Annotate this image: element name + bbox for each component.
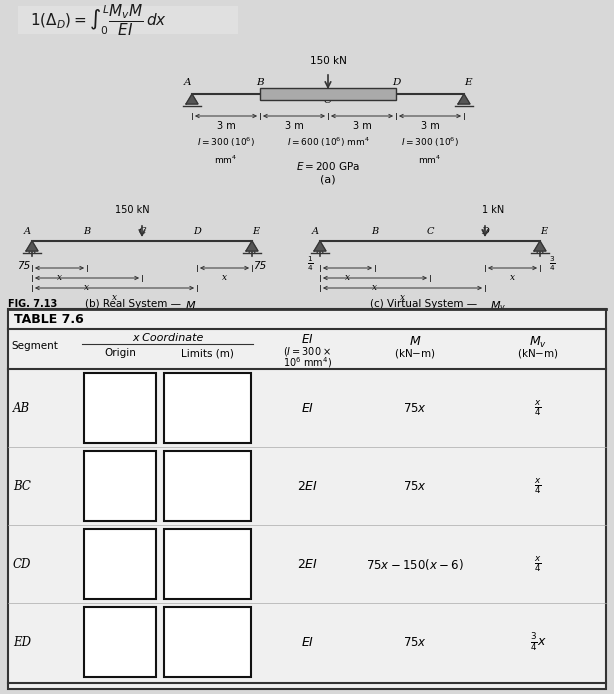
Bar: [84, 607, 156, 677]
Bar: [18, 6, 238, 34]
Text: A: A: [311, 227, 319, 236]
Text: 75: 75: [17, 261, 31, 271]
Text: $\frac{3}{4}x$: $\frac{3}{4}x$: [530, 631, 546, 653]
Polygon shape: [534, 241, 546, 251]
Text: C: C: [138, 227, 146, 236]
Text: $2EI$: $2EI$: [297, 557, 318, 570]
Text: CD: CD: [13, 557, 31, 570]
Text: x: x: [345, 273, 350, 282]
Polygon shape: [458, 94, 470, 104]
Text: x Coordinate: x Coordinate: [132, 333, 203, 343]
Text: B: B: [371, 227, 379, 236]
Text: 0 - 3: 0 - 3: [188, 557, 227, 571]
Text: (a): (a): [320, 174, 336, 184]
Polygon shape: [246, 241, 258, 251]
Text: x: x: [373, 283, 378, 292]
Text: $\frac{x}{4}$: $\frac{x}{4}$: [534, 476, 542, 496]
Bar: [164, 373, 251, 443]
Polygon shape: [26, 241, 38, 251]
Text: $I = 300\ (10^6)$
mm$^4$: $I = 300\ (10^6)$ mm$^4$: [401, 136, 459, 166]
Bar: [164, 529, 251, 599]
Bar: [84, 451, 156, 521]
Text: $\frac{x}{4}$: $\frac{x}{4}$: [534, 555, 542, 574]
Text: $75x$: $75x$: [403, 402, 427, 414]
Text: C: C: [324, 96, 332, 105]
Text: Origin: Origin: [104, 348, 136, 358]
Text: $2EI$: $2EI$: [297, 480, 318, 493]
Bar: [84, 529, 156, 599]
Text: 0 - 3: 0 - 3: [188, 634, 227, 650]
Text: $75x - 150(x-6)$: $75x - 150(x-6)$: [366, 557, 464, 571]
Text: E: E: [540, 227, 548, 236]
Text: $\frac{1}{4}$: $\frac{1}{4}$: [306, 255, 313, 273]
Polygon shape: [186, 94, 198, 104]
Text: $10^6\ \mathrm{mm}^4)$: $10^6\ \mathrm{mm}^4)$: [283, 355, 332, 370]
Text: D: D: [481, 227, 489, 236]
Text: x: x: [85, 283, 90, 292]
Text: B: B: [256, 78, 264, 87]
Text: TABLE 7.6: TABLE 7.6: [14, 313, 84, 326]
Text: 1 kN: 1 kN: [482, 205, 504, 215]
Text: C: C: [114, 557, 126, 571]
Text: (kN$-$m): (kN$-$m): [394, 347, 436, 360]
Text: $(I = 300 \times$: $(I = 300 \times$: [284, 345, 332, 358]
Text: x: x: [57, 273, 62, 282]
Text: C: C: [426, 227, 433, 236]
Text: 0 - 3: 0 - 3: [188, 400, 227, 416]
Text: x: x: [400, 293, 405, 302]
Text: x: x: [112, 293, 117, 302]
Text: $M$: $M$: [409, 335, 421, 348]
Bar: [164, 451, 251, 521]
Text: 3 m: 3 m: [421, 121, 440, 131]
Text: 150 kN: 150 kN: [309, 56, 346, 66]
Polygon shape: [314, 241, 326, 251]
Text: AB: AB: [13, 402, 30, 414]
Text: $1(\Delta_D) = \int_0^L \dfrac{M_v M}{EI}\,dx$: $1(\Delta_D) = \int_0^L \dfrac{M_v M}{EI…: [30, 2, 167, 37]
Text: $M_v$: $M_v$: [529, 335, 547, 350]
Text: D: D: [392, 78, 400, 87]
Text: 0 - 3: 0 - 3: [188, 478, 227, 493]
Text: (kN$-$m): (kN$-$m): [517, 347, 559, 360]
Text: Limits (m): Limits (m): [181, 348, 234, 358]
Bar: [84, 373, 156, 443]
Text: Segment: Segment: [11, 341, 58, 351]
Text: (b) Real System —: (b) Real System —: [85, 299, 184, 309]
Text: 150 kN: 150 kN: [115, 205, 149, 215]
Text: E: E: [252, 227, 260, 236]
Text: D: D: [193, 227, 201, 236]
Text: B: B: [84, 227, 90, 236]
Text: 75: 75: [254, 261, 266, 271]
Bar: [260, 88, 396, 100]
Text: $\frac{x}{4}$: $\frac{x}{4}$: [534, 398, 542, 418]
Text: A: A: [23, 227, 31, 236]
Text: FIG. 7.13: FIG. 7.13: [8, 299, 57, 309]
Text: A: A: [184, 78, 192, 87]
Text: $I = 300\ (10^6)$
mm$^4$: $I = 300\ (10^6)$ mm$^4$: [197, 136, 255, 166]
Text: $I = 600\ (10^6)\ \mathrm{mm}^4$: $I = 600\ (10^6)\ \mathrm{mm}^4$: [287, 136, 370, 149]
Text: $EI$: $EI$: [301, 636, 314, 648]
Text: A: A: [114, 401, 126, 415]
Text: 3 m: 3 m: [217, 121, 235, 131]
Text: $EI$: $EI$: [301, 333, 314, 346]
Text: x: x: [510, 273, 515, 282]
Text: 3 m: 3 m: [285, 121, 303, 131]
Text: $75x$: $75x$: [403, 636, 427, 648]
Bar: [164, 607, 251, 677]
Text: (c) Virtual System —: (c) Virtual System —: [370, 299, 480, 309]
Text: $E = 200\ \mathrm{GPa}$: $E = 200\ \mathrm{GPa}$: [296, 160, 360, 172]
Text: ED: ED: [13, 636, 31, 648]
Text: $EI$: $EI$: [301, 402, 314, 414]
Text: $\frac{3}{4}$: $\frac{3}{4}$: [549, 255, 555, 273]
Text: $M_v$: $M_v$: [490, 299, 507, 313]
Text: x: x: [222, 273, 227, 282]
Text: BC: BC: [13, 480, 31, 493]
Text: B: B: [114, 479, 126, 493]
Bar: [8, 309, 606, 689]
Text: $M$: $M$: [185, 299, 196, 311]
Text: 3 m: 3 m: [352, 121, 371, 131]
Text: $75x$: $75x$: [403, 480, 427, 493]
Text: D: D: [114, 635, 126, 649]
Text: E: E: [464, 78, 472, 87]
